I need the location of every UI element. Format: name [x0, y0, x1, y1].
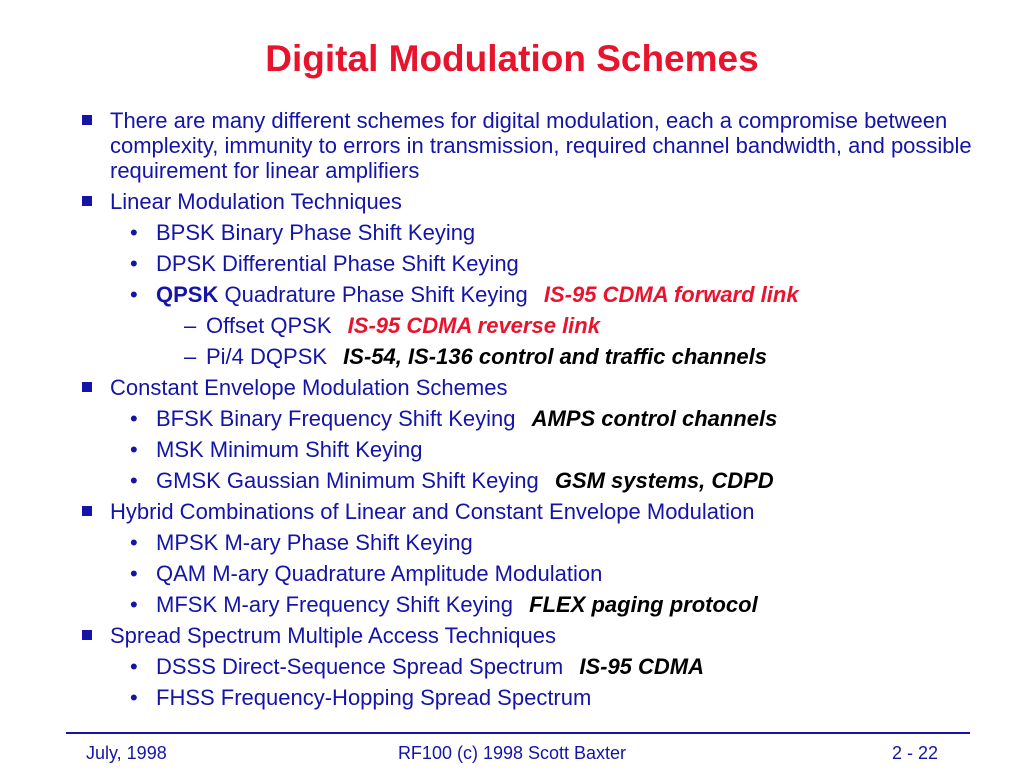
dash-bullet-icon: –: [184, 313, 197, 338]
application-note: GSM systems, CDPD: [554, 468, 774, 493]
application-note: IS-95 CDMA forward link: [543, 282, 799, 307]
sub-sub-bullet-item: – Pi/4 DQPSK IS-54, IS-136 control and t…: [80, 344, 980, 369]
bullet-item: Spread Spectrum Multiple Access Techniqu…: [80, 623, 980, 648]
sub-bullet-item: • BFSK Binary Frequency Shift Keying AMP…: [80, 406, 980, 431]
sub-bullet-item: • GMSK Gaussian Minimum Shift Keying GSM…: [80, 468, 980, 493]
sub-bullet-item: • QAM M-ary Quadrature Amplitude Modulat…: [80, 561, 980, 586]
sub-bullet-text: DSSS Direct-Sequence Spread Spectrum: [156, 654, 564, 679]
sub-bullet-item: • MPSK M-ary Phase Shift Keying: [80, 530, 980, 555]
application-note: FLEX paging protocol: [529, 592, 758, 617]
application-note: IS-95 CDMA: [579, 654, 705, 679]
sub-bullet-item: • MSK Minimum Shift Keying: [80, 437, 980, 462]
sub-bullet-item: • DPSK Differential Phase Shift Keying: [80, 251, 980, 276]
sub-bullet-item: • MFSK M-ary Frequency Shift Keying FLEX…: [80, 592, 980, 617]
dot-bullet-icon: •: [130, 592, 138, 617]
slide-content: There are many different schemes for dig…: [80, 108, 980, 716]
sub-bullet-text: MFSK M-ary Frequency Shift Keying: [156, 592, 514, 617]
sub-sub-bullet-text: Pi/4 DQPSK: [206, 344, 328, 369]
sub-bullet-bold-text: QPSK: [156, 282, 219, 307]
sub-bullet-text: FHSS Frequency-Hopping Spread Spectrum: [156, 685, 592, 710]
sub-bullet-item: • QPSK Quadrature Phase Shift Keying IS-…: [80, 282, 980, 307]
sub-bullet-item: • FHSS Frequency-Hopping Spread Spectrum: [80, 685, 980, 710]
dot-bullet-icon: •: [130, 406, 138, 431]
application-note: IS-95 CDMA reverse link: [347, 313, 600, 338]
dot-bullet-icon: •: [130, 561, 138, 586]
sub-sub-bullet-text: Offset QPSK: [206, 313, 332, 338]
footer-date: July, 1998: [86, 743, 167, 763]
sub-bullet-text: MPSK M-ary Phase Shift Keying: [156, 530, 473, 555]
sub-bullet-text: BPSK Binary Phase Shift Keying: [156, 220, 476, 245]
dot-bullet-icon: •: [130, 685, 138, 710]
sub-bullet-item: • DSSS Direct-Sequence Spread Spectrum I…: [80, 654, 980, 679]
bullet-text: Constant Envelope Modulation Schemes: [110, 375, 508, 400]
sub-sub-bullet-item: – Offset QPSK IS-95 CDMA reverse link: [80, 313, 980, 338]
bullet-item: There are many different schemes for dig…: [80, 108, 980, 183]
sub-bullet-text: MSK Minimum Shift Keying: [156, 437, 423, 462]
sub-bullet-text: BFSK Binary Frequency Shift Keying: [156, 406, 516, 431]
sub-bullet-text: GMSK Gaussian Minimum Shift Keying: [156, 468, 539, 493]
bullet-item: Hybrid Combinations of Linear and Consta…: [80, 499, 980, 524]
square-bullet-icon: [82, 115, 92, 125]
bullet-text: Spread Spectrum Multiple Access Techniqu…: [110, 623, 556, 648]
dot-bullet-icon: •: [130, 220, 138, 245]
dot-bullet-icon: •: [130, 530, 138, 555]
square-bullet-icon: [82, 382, 92, 392]
sub-bullet-text: Quadrature Phase Shift Keying: [224, 282, 528, 307]
sub-bullet-text: QAM M-ary Quadrature Amplitude Modulatio…: [156, 561, 603, 586]
application-note: IS-54, IS-136 control and traffic channe…: [343, 344, 768, 369]
bullet-item: Linear Modulation Techniques: [80, 189, 980, 214]
footer-copyright: RF100 (c) 1998 Scott Baxter: [397, 743, 627, 763]
square-bullet-icon: [82, 196, 92, 206]
dot-bullet-icon: •: [130, 654, 138, 679]
bullet-text: There are many different schemes for dig…: [110, 108, 972, 183]
dot-bullet-icon: •: [130, 251, 138, 276]
dash-bullet-icon: –: [184, 344, 197, 369]
sub-bullet-item: • BPSK Binary Phase Shift Keying: [80, 220, 980, 245]
bullet-text: Hybrid Combinations of Linear and Consta…: [110, 499, 755, 524]
dot-bullet-icon: •: [130, 282, 138, 307]
sub-bullet-text: DPSK Differential Phase Shift Keying: [156, 251, 519, 276]
square-bullet-icon: [82, 630, 92, 640]
bullet-item: Constant Envelope Modulation Schemes: [80, 375, 980, 400]
dot-bullet-icon: •: [130, 437, 138, 462]
square-bullet-icon: [82, 506, 92, 516]
application-note: AMPS control channels: [531, 406, 778, 431]
footer-divider: [66, 732, 970, 734]
dot-bullet-icon: •: [130, 468, 138, 493]
slide-title: Digital Modulation Schemes: [265, 38, 759, 79]
footer-page-number: 2 - 22: [891, 743, 938, 763]
bullet-text: Linear Modulation Techniques: [110, 189, 402, 214]
